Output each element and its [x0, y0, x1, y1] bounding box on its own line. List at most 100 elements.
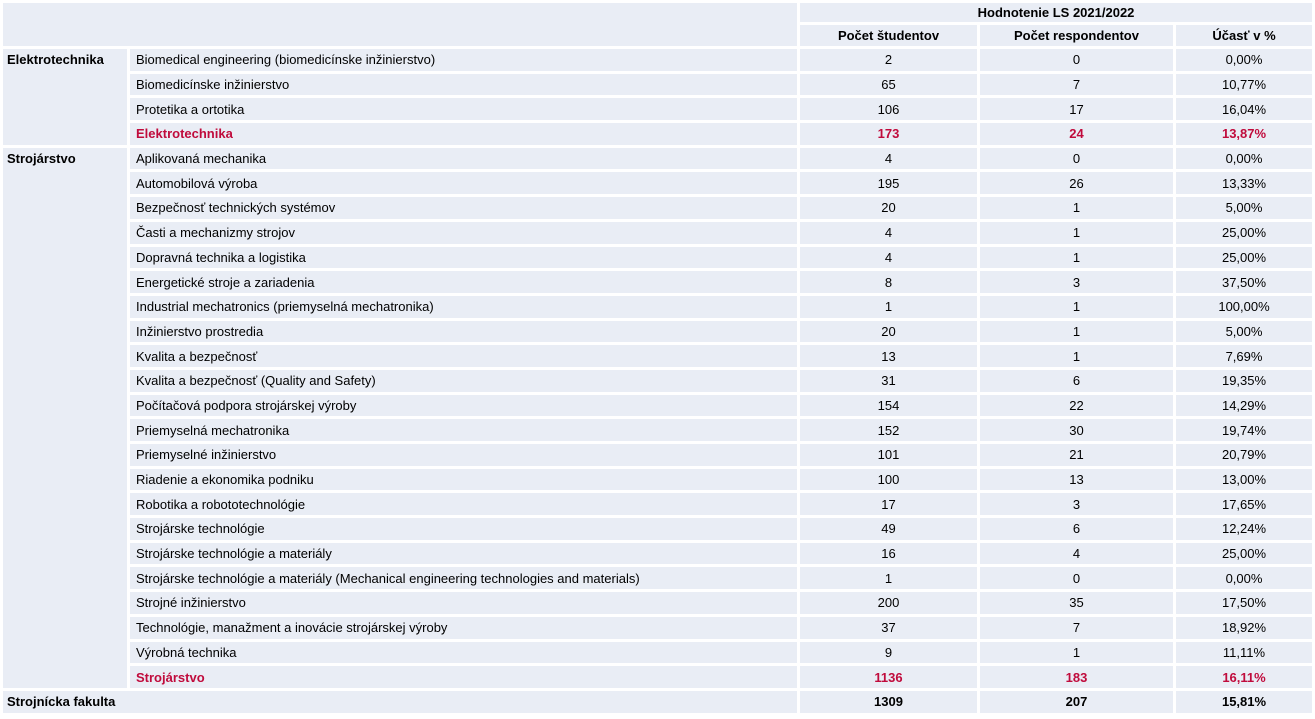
students-count-cell: 1136: [800, 666, 977, 688]
program-name-cell: Strojárske technológie a materiály: [130, 542, 797, 565]
program-name-cell: Časti a mechanizmy strojov: [130, 221, 797, 244]
students-count-cell: 4: [800, 221, 977, 244]
program-name-cell: Biomedical engineering (biomedicínske in…: [130, 49, 797, 71]
students-count-cell: 16: [800, 542, 977, 565]
program-name-cell: Kvalita a bezpečnosť (Quality and Safety…: [130, 369, 797, 392]
students-count-cell: 2: [800, 49, 977, 71]
students-count-cell: 49: [800, 518, 977, 540]
participation-percent-cell: 11,11%: [1176, 641, 1313, 664]
respondents-count-cell: 17: [980, 98, 1173, 121]
respondents-count-cell: 21: [980, 444, 1173, 466]
students-count-cell: 1: [800, 295, 977, 318]
table-body: Elektrotechnika Biomedical engineering (b…: [3, 49, 1313, 713]
participation-percent-cell: 19,74%: [1176, 419, 1313, 441]
table-row: Industrial mechatronics (priemyselná mec…: [3, 295, 1313, 318]
group-label-cell: Strojárstvo: [3, 147, 127, 688]
table-row: Energetické stroje a zariadenia 8 3 37,50%: [3, 271, 1313, 293]
participation-percent-cell: 5,00%: [1176, 197, 1313, 219]
participation-percent-cell: 5,00%: [1176, 320, 1313, 343]
respondents-count-cell: 183: [980, 666, 1173, 688]
participation-percent-cell: 18,92%: [1176, 616, 1313, 639]
table-row: Automobilová výroba 195 26 13,33%: [3, 172, 1313, 195]
students-count-cell: 4: [800, 246, 977, 269]
table-row: Technológie, manažment a inovácie strojá…: [3, 616, 1313, 639]
students-count-cell: 17: [800, 493, 977, 516]
program-name-cell: Automobilová výroba: [130, 172, 797, 195]
program-name-cell: Biomedicínske inžinierstvo: [130, 73, 797, 96]
respondents-count-cell: 30: [980, 419, 1173, 441]
students-count-cell: 152: [800, 419, 977, 441]
table-row: Strojárske technológie a materiály (Mech…: [3, 567, 1313, 590]
table-row: Strojárstvo Aplikovaná mechanika 4 0 0,00%: [3, 147, 1313, 688]
table-title: Hodnotenie LS 2021/2022: [800, 3, 1313, 22]
students-count-cell: 100: [800, 468, 977, 491]
table-row: Biomedicínske inžinierstvo 65 7 10,77%: [3, 73, 1313, 96]
students-count-cell: 200: [800, 592, 977, 614]
participation-percent-cell: 0,00%: [1176, 49, 1313, 71]
participation-percent-cell: 16,11%: [1176, 666, 1313, 688]
table-row: Bezpečnosť technických systémov 20 1 5,00%: [3, 197, 1313, 219]
faculty-total-row: Strojnícka fakulta 1309 207 15,81%: [3, 690, 1313, 713]
program-name-cell: Priemyselná mechatronika: [130, 419, 797, 441]
respondents-count-cell: 7: [980, 616, 1173, 639]
students-count-cell: 13: [800, 345, 977, 367]
table-row: Časti a mechanizmy strojov 4 1 25,00%: [3, 221, 1313, 244]
table-row: Kvalita a bezpečnosť (Quality and Safety…: [3, 369, 1313, 392]
table-row: Protetika a ortotika 106 17 16,04%: [3, 98, 1313, 121]
respondents-count-cell: 6: [980, 518, 1173, 540]
students-count-cell: 37: [800, 616, 977, 639]
table-row: Inžinierstvo prostredia 20 1 5,00%: [3, 320, 1313, 343]
participation-percent-cell: 25,00%: [1176, 221, 1313, 244]
respondents-count-cell: 1: [980, 345, 1173, 367]
program-name-cell: Aplikovaná mechanika: [130, 147, 797, 170]
group-label-cell: Elektrotechnika: [3, 49, 127, 145]
program-name-cell: Bezpečnosť technických systémov: [130, 197, 797, 219]
students-count-cell: 4: [800, 147, 977, 170]
students-count-cell: 173: [800, 123, 977, 145]
table-row: Strojné inžinierstvo 200 35 17,50%: [3, 592, 1313, 614]
column-header-respondents: Počet respondentov: [980, 25, 1173, 46]
respondents-count-cell: 35: [980, 592, 1173, 614]
participation-percent-cell: 25,00%: [1176, 246, 1313, 269]
program-name-cell: Priemyselné inžinierstvo: [130, 444, 797, 466]
table-row: Počítačová podpora strojárskej výroby 154…: [3, 394, 1313, 417]
students-count-cell: 106: [800, 98, 977, 121]
students-count-cell: 101: [800, 444, 977, 466]
program-name-cell: Počítačová podpora strojárskej výroby: [130, 394, 797, 417]
respondents-count-cell: 207: [980, 690, 1173, 713]
table-row: Priemyselná mechatronika 152 30 19,74%: [3, 419, 1313, 441]
respondents-count-cell: 3: [980, 271, 1173, 293]
program-name-cell: Strojárstvo: [130, 666, 797, 688]
respondents-count-cell: 1: [980, 320, 1173, 343]
respondents-count-cell: 7: [980, 73, 1173, 96]
program-name-cell: Kvalita a bezpečnosť: [130, 345, 797, 367]
program-name-cell: Protetika a ortotika: [130, 98, 797, 121]
participation-percent-cell: 17,65%: [1176, 493, 1313, 516]
participation-percent-cell: 14,29%: [1176, 394, 1313, 417]
table-row: Strojárske technológie a materiály 16 4 25,…: [3, 542, 1313, 565]
program-name-cell: Strojárske technológie: [130, 518, 797, 540]
respondents-count-cell: 0: [980, 147, 1173, 170]
program-name-cell: Výrobná technika: [130, 641, 797, 664]
group-summary-row: Elektrotechnika 173 24 13,87%: [3, 123, 1313, 145]
respondents-count-cell: 26: [980, 172, 1173, 195]
program-name-cell: Technológie, manažment a inovácie strojá…: [130, 616, 797, 639]
table-row: Robotika a robototechnológie 17 3 17,65%: [3, 493, 1313, 516]
program-name-cell: Elektrotechnika: [130, 123, 797, 145]
participation-percent-cell: 20,79%: [1176, 444, 1313, 466]
respondents-count-cell: 1: [980, 641, 1173, 664]
program-name-cell: Energetické stroje a zariadenia: [130, 271, 797, 293]
participation-percent-cell: 37,50%: [1176, 271, 1313, 293]
participation-percent-cell: 25,00%: [1176, 542, 1313, 565]
participation-percent-cell: 13,87%: [1176, 123, 1313, 145]
students-count-cell: 65: [800, 73, 977, 96]
program-name-cell: Industrial mechatronics (priemyselná mec…: [130, 295, 797, 318]
participation-percent-cell: 0,00%: [1176, 567, 1313, 590]
participation-percent-cell: 17,50%: [1176, 592, 1313, 614]
respondents-count-cell: 6: [980, 369, 1173, 392]
header-columns-row: Počet študentov Počet respondentov Účasť…: [3, 25, 1313, 46]
program-name-cell: Dopravná technika a logistika: [130, 246, 797, 269]
program-name-cell: Strojárske technológie a materiály (Mech…: [130, 567, 797, 590]
students-count-cell: 20: [800, 320, 977, 343]
respondents-count-cell: 1: [980, 221, 1173, 244]
